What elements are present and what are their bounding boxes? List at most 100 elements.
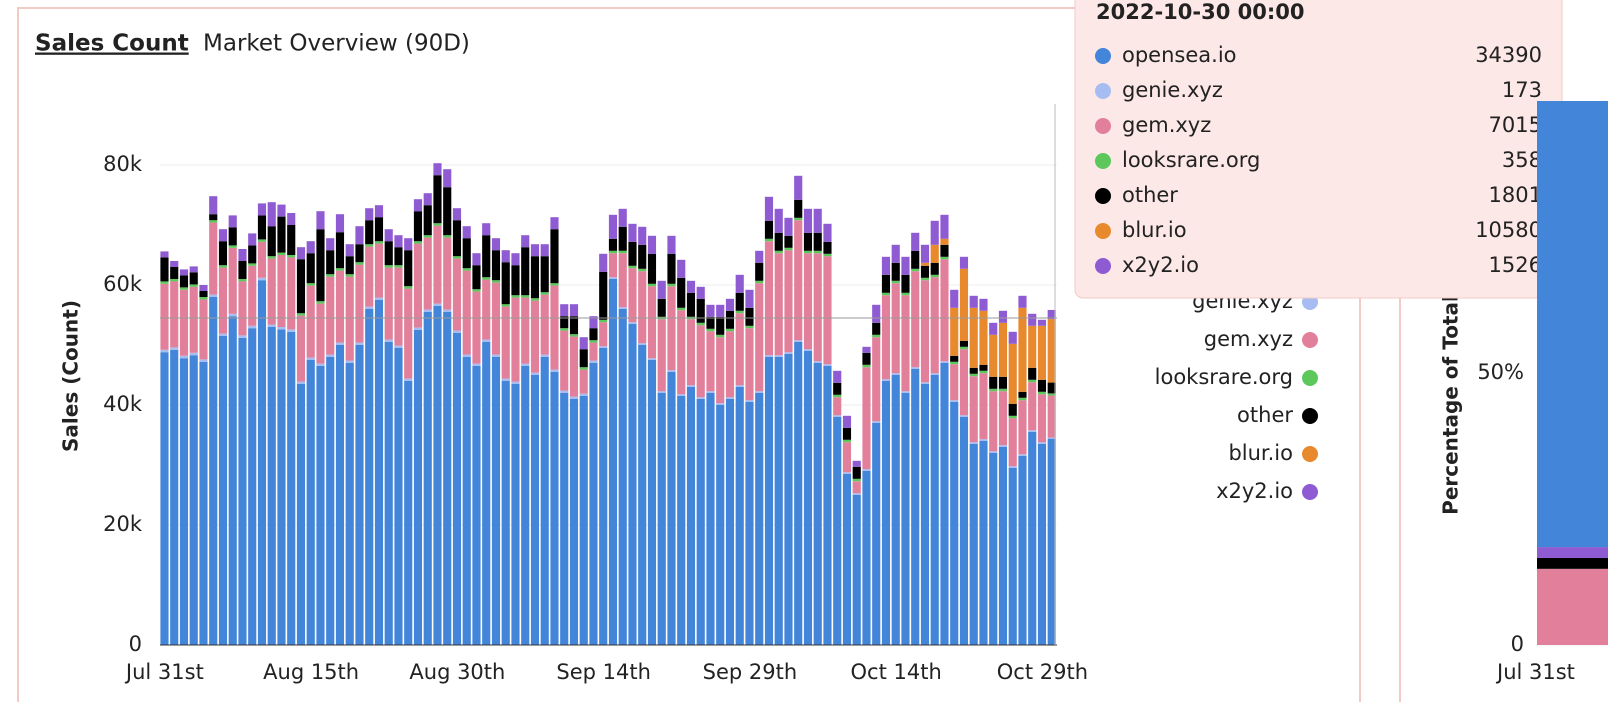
bar-segment xyxy=(862,471,871,645)
bar-segment xyxy=(647,235,657,254)
tooltip-value: 1801 xyxy=(1489,183,1542,207)
bar-segment xyxy=(491,250,501,281)
bar-segment xyxy=(1037,325,1047,380)
tooltip-dot xyxy=(1095,223,1111,239)
bar-segment xyxy=(345,276,354,361)
bar-segment xyxy=(706,393,715,645)
bar-segment xyxy=(452,333,462,645)
bar-segment xyxy=(979,364,988,371)
bar-segment xyxy=(179,358,189,645)
bar-segment xyxy=(725,310,735,329)
bar-segment xyxy=(862,469,871,471)
bar-segment xyxy=(686,292,696,317)
bar-segment xyxy=(560,316,569,329)
bar-segment xyxy=(228,227,237,246)
bar-segment xyxy=(257,215,267,240)
bar-segment xyxy=(628,241,637,266)
bar-segment xyxy=(930,373,939,375)
panel-border xyxy=(17,7,1361,702)
x-tick-label: Sep 29th xyxy=(703,660,798,684)
bar-segment xyxy=(277,252,286,255)
bar-segment xyxy=(540,292,549,295)
bar-segment xyxy=(491,282,501,355)
bar-segment xyxy=(179,275,189,288)
legend-label[interactable]: looksrare.org xyxy=(1155,365,1293,389)
tooltip: 2022-10-30 00:00 opensea.io 34390 genie.xyz… xyxy=(1074,0,1563,299)
tooltip-value: 358 xyxy=(1502,148,1542,172)
bar-segment xyxy=(1037,391,1047,395)
bar-segment xyxy=(521,366,530,645)
tooltip-name: other xyxy=(1122,183,1178,207)
bar-segment xyxy=(774,253,783,356)
tooltip-name: genie.xyz xyxy=(1122,78,1223,102)
bar-segment xyxy=(794,199,803,218)
bar-segment xyxy=(764,357,774,645)
bar-segment xyxy=(569,399,579,645)
bar-segment xyxy=(852,460,861,467)
chart-title[interactable]: Sales Count xyxy=(35,31,189,57)
bar-segment xyxy=(579,393,588,396)
bar-segment xyxy=(706,391,715,393)
bar-segment xyxy=(443,235,452,238)
legend-dot xyxy=(1302,484,1318,500)
bar-segment xyxy=(862,352,871,365)
bar-segment xyxy=(404,378,413,381)
bar-segment xyxy=(891,280,900,284)
bar-segment xyxy=(735,274,744,293)
bar-segment xyxy=(1047,438,1056,645)
legend-label[interactable]: x2y2.io xyxy=(1216,479,1293,503)
bar-segment xyxy=(989,376,998,389)
bar-segment xyxy=(862,367,871,470)
bar-segment xyxy=(511,297,520,382)
bar-segment xyxy=(940,214,949,239)
bar-segment xyxy=(1028,382,1037,431)
bar-segment xyxy=(384,229,393,242)
bar-segment xyxy=(998,376,1008,389)
bar-segment xyxy=(238,249,247,261)
bar-segment xyxy=(413,211,423,242)
bar-segment xyxy=(647,283,657,287)
bar-segment xyxy=(745,289,754,308)
bar-segment xyxy=(589,342,598,361)
bar-segment xyxy=(560,328,569,331)
bar-segment xyxy=(569,316,579,335)
bar-segment xyxy=(979,441,988,645)
bar-segment xyxy=(998,447,1008,645)
bar-segment xyxy=(599,253,608,272)
bar-segment xyxy=(287,255,296,258)
bar-segment xyxy=(472,366,481,645)
bar-segment xyxy=(560,390,569,393)
bar-segment xyxy=(745,325,754,329)
bar-segment xyxy=(579,369,588,394)
bar-segment xyxy=(657,280,666,299)
y-axis-label: Percentage of Total xyxy=(1439,295,1463,515)
bar-segment xyxy=(296,315,306,382)
bar-segment xyxy=(969,367,978,374)
y-tick-label: 0 xyxy=(1511,632,1524,656)
bar-segment xyxy=(530,300,540,373)
bar-segment xyxy=(950,361,959,365)
bar-segment xyxy=(248,233,257,246)
legend-label[interactable]: gem.xyz xyxy=(1204,327,1293,351)
bar-segment xyxy=(833,417,842,645)
bar-segment xyxy=(423,237,432,310)
bar-segment xyxy=(199,291,208,297)
bar-segment xyxy=(160,257,169,282)
bar-segment xyxy=(452,256,462,259)
bar-segment xyxy=(462,268,471,271)
bar-segment xyxy=(296,384,306,645)
bar-segment xyxy=(891,244,900,263)
bar-segment xyxy=(550,285,559,370)
bar-segment xyxy=(920,280,930,383)
legend-label[interactable]: blur.io xyxy=(1228,441,1293,465)
bar-segment xyxy=(209,294,218,297)
bar-segment xyxy=(365,244,374,247)
bar-segment xyxy=(199,361,208,645)
bar-segment xyxy=(872,423,881,645)
bar-segment xyxy=(540,244,549,257)
bar-segment xyxy=(306,285,315,358)
bar-segment xyxy=(443,169,452,188)
legend-label[interactable]: other xyxy=(1237,403,1293,427)
bar-segment xyxy=(618,226,627,251)
bar-segment xyxy=(989,453,998,645)
